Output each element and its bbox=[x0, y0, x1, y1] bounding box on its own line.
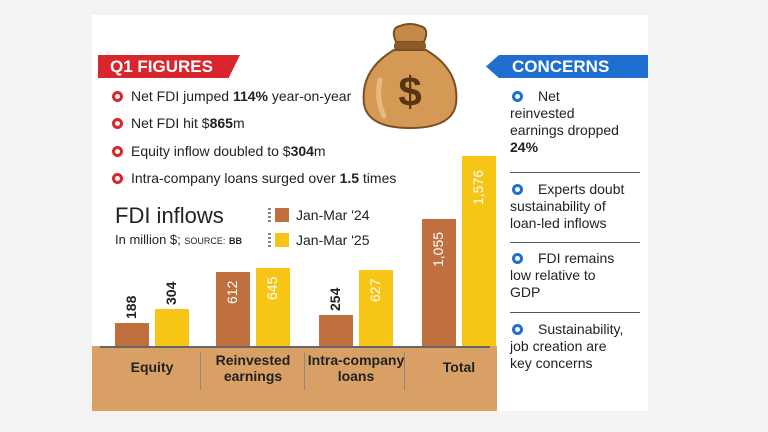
arrow-dot-icon bbox=[512, 253, 523, 264]
legend-stripe bbox=[268, 208, 271, 222]
category-divider bbox=[200, 352, 201, 390]
bar-2025 bbox=[155, 309, 189, 346]
bar-2025 bbox=[359, 270, 393, 346]
arrow-dot-icon bbox=[512, 184, 523, 195]
category-band bbox=[92, 346, 497, 411]
bar-value-label: 645 bbox=[264, 276, 280, 300]
bar-value-label: 188 bbox=[123, 295, 139, 320]
concern-divider bbox=[510, 312, 640, 313]
concern-item: Net reinvested earnings dropped 24% bbox=[510, 88, 619, 155]
source-value: BB bbox=[229, 236, 243, 246]
category-label: Intra-company loans bbox=[307, 352, 405, 384]
chart-title: FDI inflows bbox=[115, 203, 224, 228]
unit-label: In million $; bbox=[115, 232, 181, 247]
q1-bullet-item: Intra-company loans surged over 1.5 time… bbox=[131, 170, 397, 186]
arrow-dot-icon bbox=[112, 118, 123, 129]
q1-figures-header: Q1 FIGURES bbox=[98, 55, 240, 78]
category-label: Equity bbox=[130, 359, 174, 375]
bar-2025 bbox=[462, 156, 496, 346]
source-label: SOURCE: bbox=[184, 236, 226, 246]
concern-item: FDI remains low relative to GDP bbox=[510, 250, 615, 300]
q1-bullet-item: Equity inflow doubled to $304m bbox=[131, 143, 326, 159]
category-label: Total bbox=[442, 359, 476, 375]
money-bag-icon: $ bbox=[362, 23, 458, 130]
bar-2024 bbox=[216, 272, 250, 346]
concern-item: Sustainability, job creation are key conce… bbox=[510, 321, 624, 371]
q1-bullet-item: Net FDI hit $865m bbox=[131, 115, 245, 131]
arrow-dot-icon bbox=[112, 146, 123, 157]
legend-stripe bbox=[268, 233, 271, 247]
bar-2024 bbox=[319, 315, 353, 346]
bar-2024 bbox=[115, 323, 149, 346]
bar-value-label: 304 bbox=[163, 281, 179, 306]
category-divider bbox=[404, 352, 405, 390]
category-divider bbox=[304, 352, 305, 390]
legend-label-2024: Jan-Mar '24 bbox=[296, 207, 370, 223]
legend-swatch-2025 bbox=[275, 233, 289, 247]
arrow-dot-icon bbox=[112, 173, 123, 184]
bar-value-label: 254 bbox=[327, 288, 343, 312]
svg-text:$: $ bbox=[398, 68, 421, 115]
arrow-dot-icon bbox=[512, 324, 523, 335]
arrow-dot-icon bbox=[112, 91, 123, 102]
bar-value-label: 1,576 bbox=[470, 169, 486, 205]
q1-bullet-item: Net FDI jumped 114% year-on-year bbox=[131, 88, 352, 104]
category-label: Reinvested earnings bbox=[215, 352, 291, 384]
bar-value-label: 612 bbox=[224, 280, 240, 304]
legend-swatch-2024 bbox=[275, 208, 289, 222]
bar-value-label: 627 bbox=[367, 278, 383, 302]
legend-label-2025: Jan-Mar '25 bbox=[296, 232, 370, 248]
arrow-dot-icon bbox=[512, 91, 523, 102]
concern-item: Experts doubt sustainability of loan-led i… bbox=[510, 181, 625, 231]
bar-2024 bbox=[422, 218, 456, 346]
bar-2025 bbox=[256, 268, 290, 346]
chart-baseline bbox=[100, 346, 490, 348]
chart-subtitle: In million $; SOURCE: BB bbox=[115, 232, 242, 247]
concern-divider bbox=[510, 242, 640, 243]
bar-value-label: 1,055 bbox=[430, 232, 446, 268]
concerns-header: CONCERNS bbox=[486, 55, 648, 78]
concern-divider bbox=[510, 172, 640, 173]
